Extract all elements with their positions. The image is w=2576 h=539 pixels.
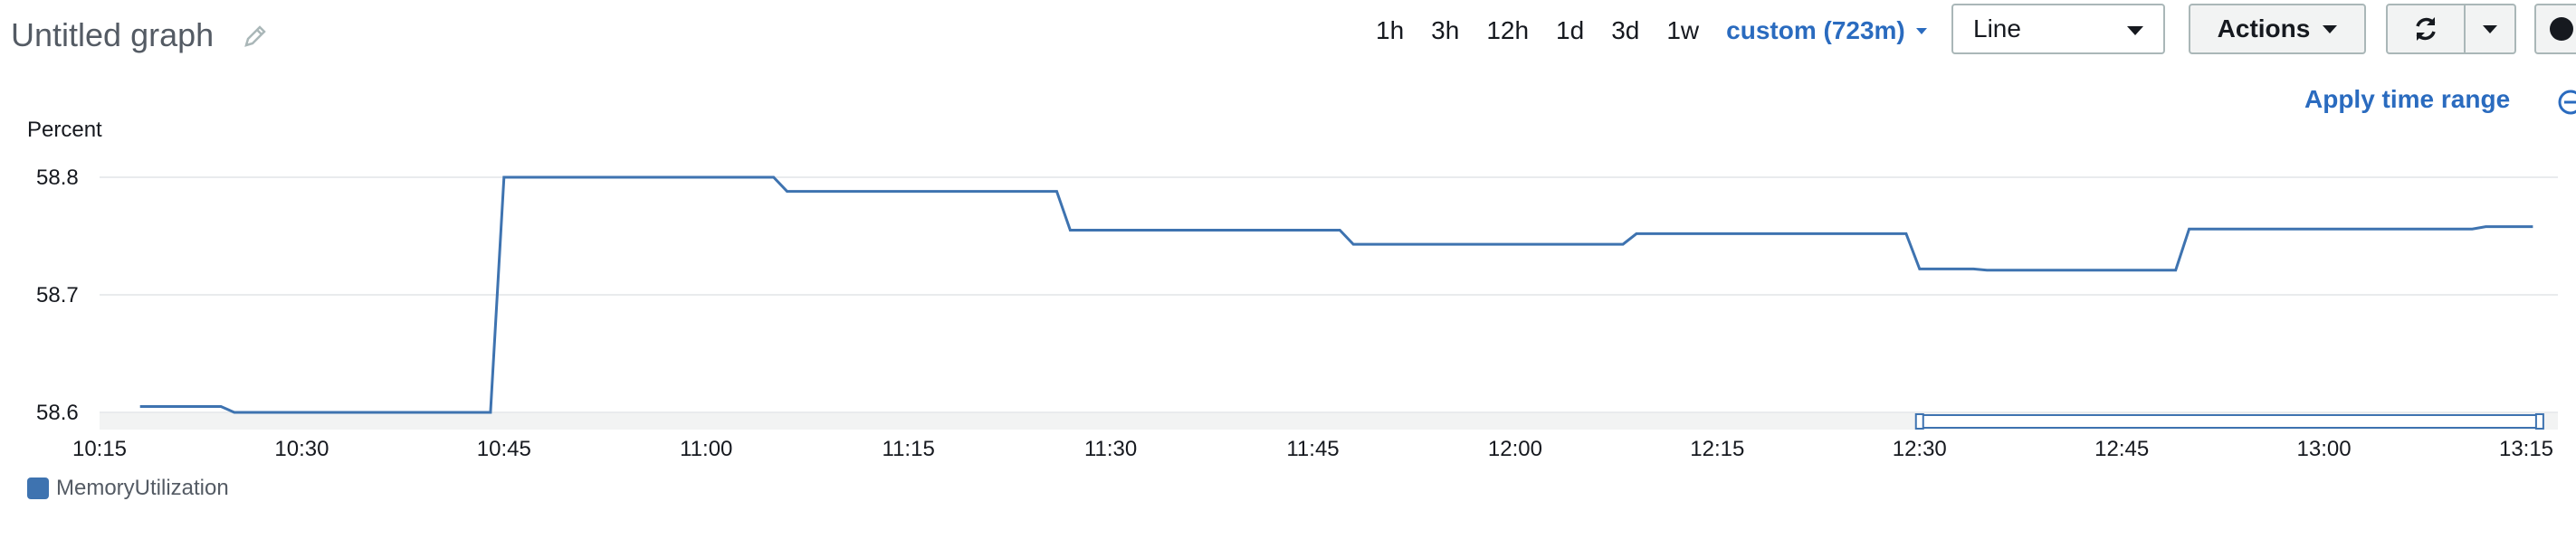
x-tick-label: 12:15 [1690, 437, 1744, 461]
x-tick-label: 13:00 [2297, 437, 2352, 461]
refresh-button[interactable] [2386, 4, 2466, 54]
help-icon [2550, 17, 2573, 41]
x-tick-label: 11:15 [883, 437, 935, 461]
range-1h[interactable]: 1h [1376, 16, 1405, 44]
legend-swatch[interactable] [27, 478, 49, 499]
time-navigator-selection[interactable] [1918, 414, 2541, 429]
actions-button[interactable]: Actions [2189, 4, 2366, 54]
y-tick-label: 58.6 [36, 401, 79, 425]
range-custom-label: custom (723m) [1726, 16, 1905, 44]
actions-label: Actions [2217, 14, 2311, 43]
range-1d[interactable]: 1d [1556, 16, 1585, 44]
chart-type-select[interactable]: Line [1951, 4, 2165, 54]
chevron-down-icon [2483, 24, 2497, 33]
y-tick-label: 58.7 [36, 283, 79, 307]
x-tick-label: 12:00 [1488, 437, 1542, 461]
range-1w[interactable]: 1w [1666, 16, 1700, 44]
x-tick-label: 10:30 [274, 437, 329, 461]
chevron-down-icon [2323, 24, 2338, 33]
chart-type-value: Line [1973, 14, 2021, 43]
y-tick-label: 58.8 [36, 165, 79, 190]
graph-title[interactable]: Untitled graph [11, 16, 215, 53]
line-chart: 58.6 58.7 58.8 10:15 10:30 10:45 11:00 11:15 11… [36, 165, 2558, 461]
x-tick-label: 11:45 [1286, 437, 1339, 461]
time-range-selector: 1h 3h 12h 1d 3d 1w custom (723m) [1376, 13, 1954, 49]
help-button[interactable] [2534, 4, 2576, 54]
x-tick-label: 11:30 [1084, 437, 1137, 461]
x-tick-label: 10:45 [477, 437, 531, 461]
navigator-left-handle[interactable] [1914, 413, 1924, 430]
pencil-icon[interactable] [243, 24, 268, 49]
range-12h[interactable]: 12h [1486, 16, 1530, 44]
x-tick-label: 10:15 [72, 437, 127, 461]
range-3d[interactable]: 3d [1611, 16, 1640, 44]
y-axis-label: Percent [27, 118, 102, 142]
range-custom[interactable]: custom (723m) [1726, 16, 1927, 45]
chevron-down-icon [2127, 26, 2143, 35]
series-line-memory-utilization[interactable] [139, 175, 2533, 414]
x-tick-label: 12:45 [2094, 437, 2149, 461]
legend-series-name[interactable]: MemoryUtilization [56, 476, 229, 500]
chevron-down-icon [1915, 27, 1927, 34]
range-3h[interactable]: 3h [1431, 16, 1460, 44]
legend: MemoryUtilization [27, 476, 229, 501]
x-tick-label: 11:00 [680, 437, 732, 461]
navigator-right-handle[interactable] [2534, 413, 2544, 430]
refresh-icon [2416, 17, 2436, 41]
x-tick-label: 13:15 [2499, 437, 2553, 461]
refresh-options-button[interactable] [2464, 4, 2516, 54]
apply-time-range-link[interactable]: Apply time range [2304, 85, 2511, 113]
x-tick-label: 12:30 [1893, 437, 1947, 461]
